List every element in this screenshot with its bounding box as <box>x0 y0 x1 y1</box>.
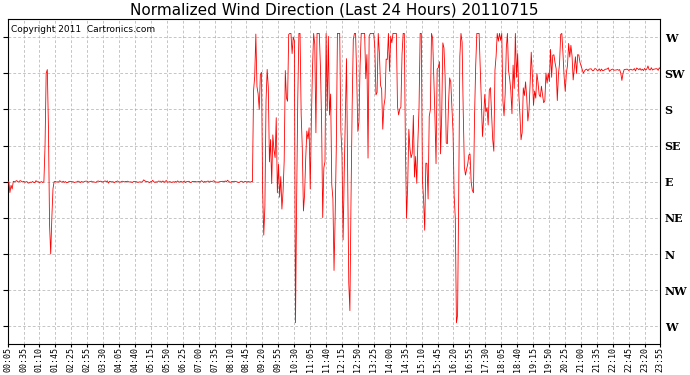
Text: Copyright 2011  Cartronics.com: Copyright 2011 Cartronics.com <box>11 26 155 34</box>
Title: Normalized Wind Direction (Last 24 Hours) 20110715: Normalized Wind Direction (Last 24 Hours… <box>130 3 538 18</box>
